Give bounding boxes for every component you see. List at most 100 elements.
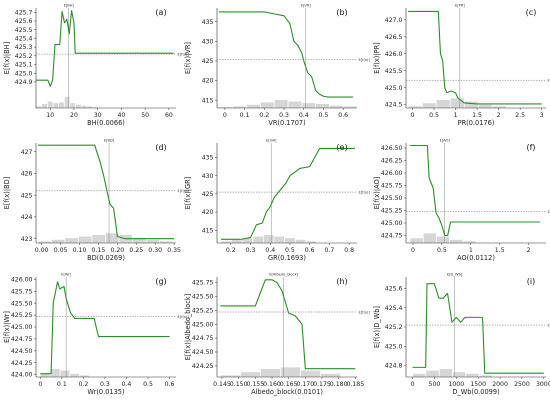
y-tick-label: 424.50	[11, 348, 33, 355]
y-tick-label: 425.7	[15, 9, 33, 16]
x-tick-label: 500	[429, 381, 441, 388]
y-tick-label: 427	[21, 149, 33, 156]
x-tick-label: 0.2	[259, 112, 269, 119]
histogram-bar	[285, 238, 295, 243]
panel-label: (b)	[336, 8, 347, 17]
expected-y-label: E[f(x)]	[359, 310, 371, 314]
x-axis-label: VR(0.1707)	[268, 119, 305, 127]
y-tick-label: 425.6	[15, 18, 33, 25]
x-tick-label: 40	[117, 112, 125, 119]
histogram-bar	[288, 101, 302, 108]
histogram-bar	[75, 104, 81, 108]
expected-y-label: E[f(x)]	[548, 210, 550, 214]
x-tick-label: 0.175	[313, 381, 331, 388]
x-tick-label: 20	[70, 112, 78, 119]
histogram-bar	[92, 235, 106, 243]
x-tick-label: 0.00	[35, 247, 49, 254]
y-tick-label: 425.25	[11, 312, 33, 319]
y-tick-label: 425.75	[381, 183, 403, 190]
y-tick-label: 424.75	[381, 233, 403, 240]
x-tick-label: 50	[141, 112, 149, 119]
y-tick-label: 424.5	[385, 102, 403, 109]
y-tick-label: 424	[21, 214, 33, 221]
histogram-bar	[426, 370, 439, 377]
histogram-bar	[240, 372, 261, 377]
x-tick-label: 0.170	[296, 381, 314, 388]
x-tick-label: 2	[527, 247, 531, 254]
histogram-bar	[329, 105, 343, 108]
histogram-bar	[40, 373, 50, 377]
x-tick-label: 0	[411, 247, 415, 254]
histogram-bar	[221, 241, 232, 243]
x-tick-label: 0.145	[213, 381, 231, 388]
expected-y-label: E[f(x)]	[178, 52, 190, 56]
y-tick-label: 430	[202, 173, 214, 180]
x-tick-label: 0.5	[285, 247, 295, 254]
histogram-bar	[92, 107, 98, 108]
y-tick-label: 420	[202, 78, 214, 85]
y-tick-label: 426.25	[381, 158, 403, 165]
histogram-bar	[132, 238, 146, 243]
y-axis-label: E[f(x)|GR]	[184, 177, 192, 210]
y-tick-label: 425.75	[192, 280, 214, 287]
expected-y-label: E[f(x)]	[548, 323, 550, 327]
partial-dependence-line	[218, 11, 354, 98]
y-tick-label: 425	[21, 192, 33, 199]
y-tick-label: 425.25	[381, 208, 403, 215]
y-tick-label: 426.00	[381, 170, 403, 177]
x-axis-label: PR(0.0176)	[458, 119, 495, 127]
y-tick-label: 424.75	[11, 336, 33, 343]
x-tick-label: 0.3	[279, 112, 289, 119]
y-tick-label: 426.00	[11, 276, 33, 283]
histogram-bar	[253, 236, 264, 243]
partial-dependence-line	[37, 144, 175, 240]
histogram-bar	[36, 106, 42, 108]
y-tick-label: 424.25	[11, 360, 33, 367]
x-tick-label: 60	[165, 112, 173, 119]
histogram-bar	[343, 106, 357, 108]
y-axis-label: E[f(x)|Wr]	[3, 311, 11, 343]
x-axis-label: BH(0.0066)	[87, 119, 125, 127]
histogram-bar	[51, 239, 65, 243]
panel-f: 0 0.5 1 1.5 2 424.75 425.00 425.25 425.50 425.75 4…	[373, 139, 550, 263]
feature-histogram	[408, 98, 506, 108]
x-tick-label: 0.3	[246, 247, 256, 254]
feature-histogram	[36, 96, 98, 108]
feature-histogram	[220, 367, 341, 377]
x-tick-label: 0.15	[92, 247, 106, 254]
histogram-bar	[233, 106, 247, 108]
panel-label: (a)	[155, 8, 166, 17]
y-tick-label: 424.50	[192, 349, 214, 356]
histogram-bar	[478, 104, 492, 108]
x-tick-label: 0.5	[319, 112, 329, 119]
partial-dependence-line	[36, 10, 174, 87]
histogram-bar	[242, 238, 253, 243]
x-tick-label: 1500	[470, 381, 486, 388]
y-tick-label: 425.5	[15, 27, 33, 34]
x-tick-label: 0.6	[305, 247, 315, 254]
histogram-bar	[439, 369, 453, 377]
histogram-bar	[53, 103, 59, 108]
x-tick-label: 0	[411, 381, 415, 388]
x-tick-label: 2	[497, 112, 501, 119]
y-tick-label: 430	[202, 38, 214, 45]
x-tick-label: 1.5	[472, 112, 482, 119]
expected-x-label: E[D_Wb]	[447, 273, 463, 277]
x-tick-label: 0.1	[57, 381, 67, 388]
histogram-bar	[70, 373, 80, 377]
y-tick-label: 425.6	[385, 286, 403, 293]
y-tick-label: 425.3	[15, 44, 33, 51]
x-tick-label: 30	[94, 112, 102, 119]
panel-label: (e)	[336, 143, 347, 152]
histogram-bar	[260, 369, 281, 377]
y-tick-label: 424.8	[385, 363, 403, 370]
x-tick-label: 0.150	[230, 381, 248, 388]
feature-histogram	[221, 235, 317, 243]
x-tick-label: 0.2	[78, 381, 88, 388]
x-tick-label: 2.5	[515, 112, 525, 119]
y-tick-label: 425	[202, 58, 214, 65]
expected-x-label: E[PR]	[455, 4, 465, 8]
histogram-bar	[436, 236, 450, 243]
x-tick-label: 0.8	[344, 247, 354, 254]
y-tick-label: 415	[202, 227, 214, 234]
